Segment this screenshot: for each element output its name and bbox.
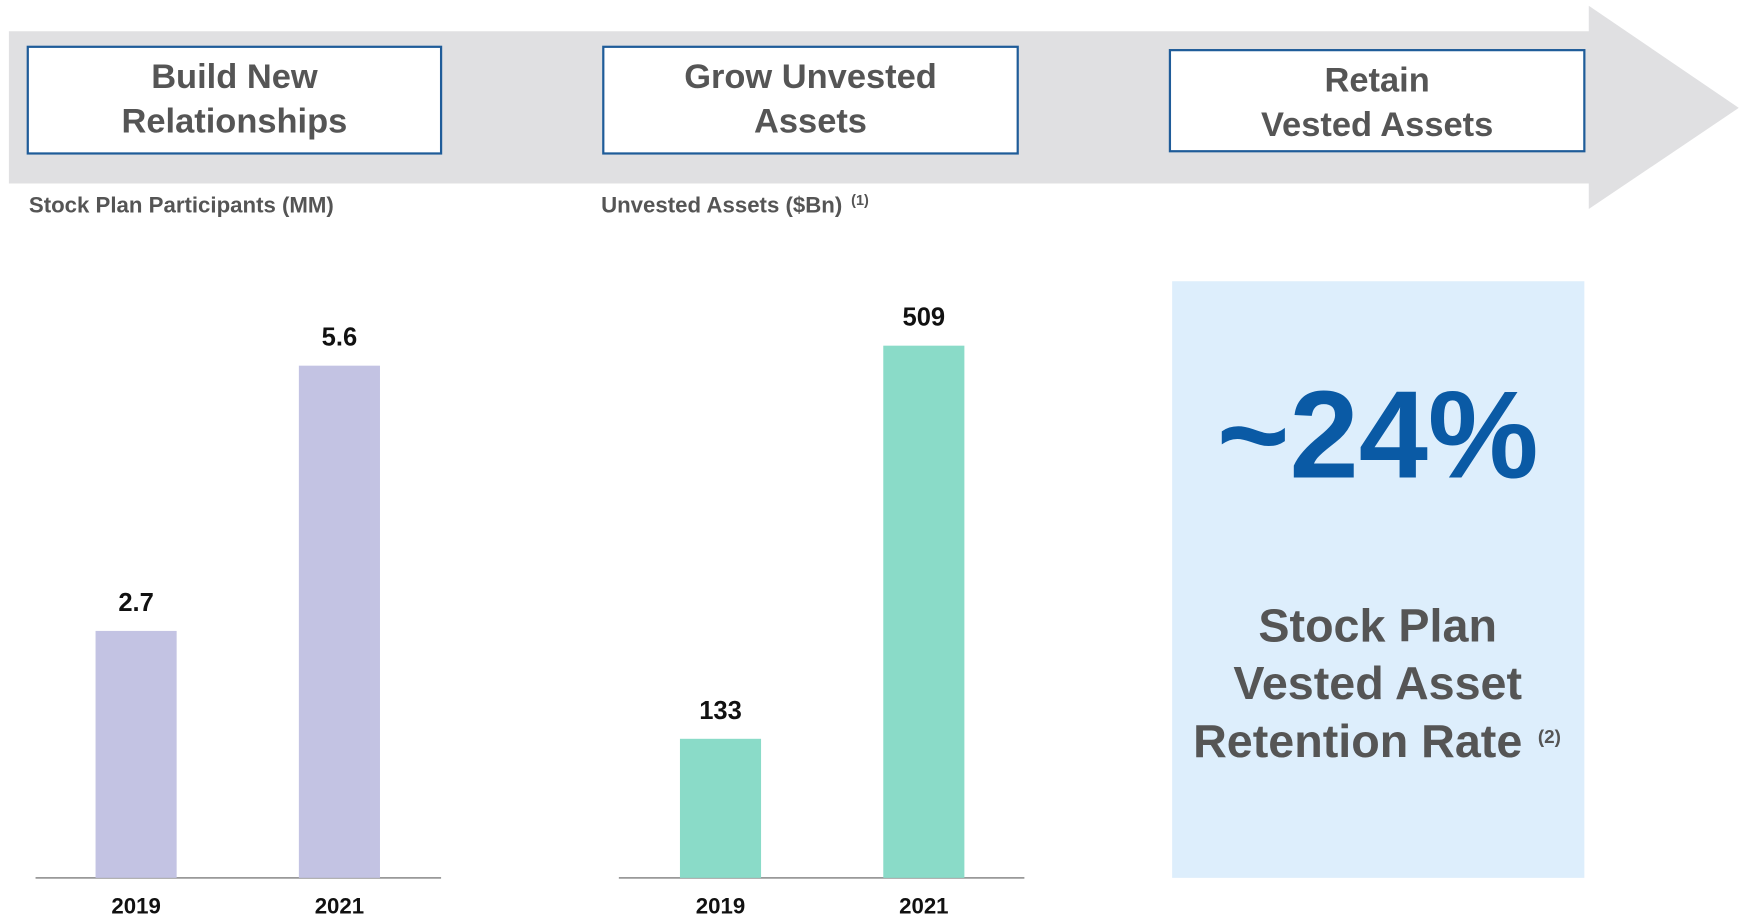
chart-title-note: (1) [851,193,869,209]
value-label: 133 [699,697,742,725]
x-tick-label: 2021 [899,894,948,918]
highlight-note: (2) [1538,727,1561,748]
bar [883,345,965,878]
stage-label: Assets [754,103,867,141]
x-tick-label: 2021 [315,894,364,918]
stage-label: Build New [151,58,318,96]
x-tick-label: 2019 [696,894,745,918]
highlight-label: Stock Plan [1258,599,1497,651]
chart-title: Stock Plan Participants (MM) [29,193,334,218]
stage-label: Vested Assets [1261,106,1493,144]
stage-label: Grow Unvested [684,58,937,96]
stage-label: Relationships [122,103,348,141]
stage-box [26,45,443,155]
highlight-label: Retention Rate [1193,715,1522,767]
stage-box [602,45,1019,155]
bar [95,630,177,878]
bar [298,365,380,878]
x-tick-label: 2019 [111,894,160,918]
chart-title: Unvested Assets ($Bn) [601,193,842,218]
value-label: 5.6 [322,324,358,352]
highlight-panel [1172,281,1585,878]
value-label: 509 [903,304,946,332]
stage-box [1168,49,1586,153]
bar [679,738,762,878]
highlight-value: ~24% [1217,365,1539,504]
stage-label: Retain [1325,61,1430,99]
value-label: 2.7 [118,589,154,617]
highlight-label: Vested Asset [1233,657,1522,709]
